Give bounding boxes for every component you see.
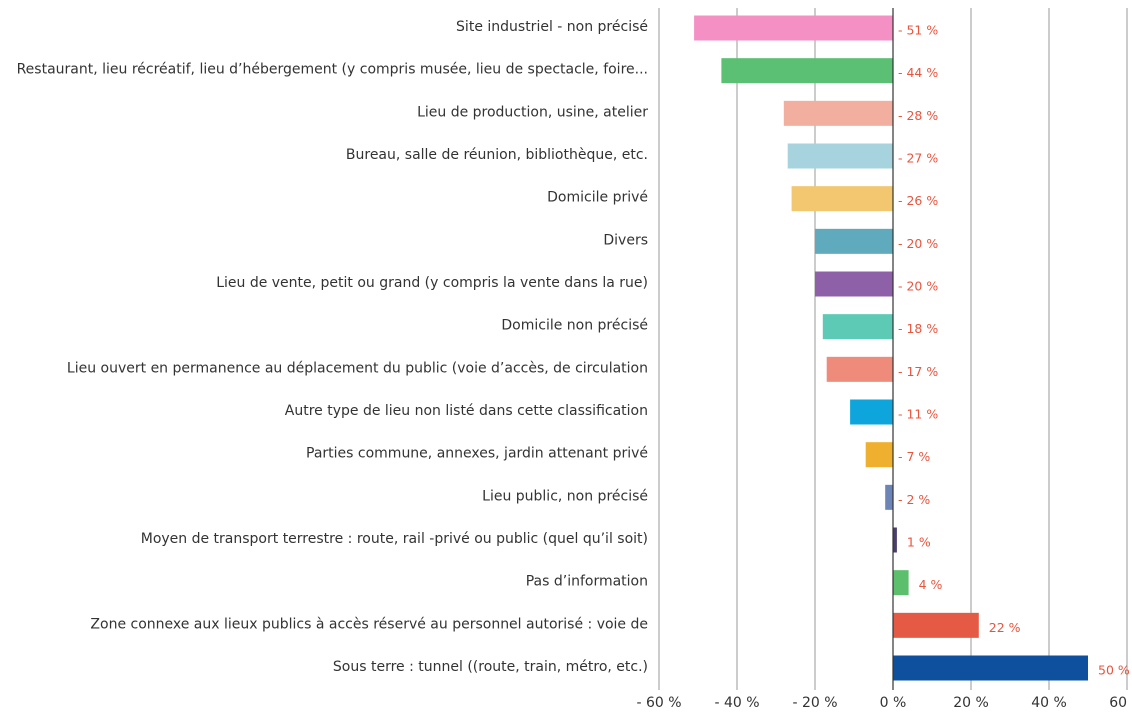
bar	[893, 655, 1088, 681]
value-label: 22 %	[989, 620, 1021, 635]
value-label: - 18 %	[898, 321, 938, 336]
bar	[893, 570, 909, 596]
bar	[694, 15, 893, 41]
category-label: Parties commune, annexes, jardin attenan…	[306, 446, 648, 462]
value-label: - 26 %	[898, 193, 938, 208]
category-label: Bureau, salle de réunion, bibliothèque, …	[346, 147, 648, 163]
category-label: Domicile privé	[547, 190, 648, 206]
category-label: Pas d’information	[526, 574, 648, 590]
x-tick-label: - 60 %	[636, 695, 681, 711]
category-label: Domicile non précisé	[501, 318, 648, 334]
bar	[850, 399, 893, 425]
value-label: - 28 %	[898, 108, 938, 123]
value-label: - 20 %	[898, 236, 938, 251]
bar	[791, 186, 893, 212]
category-label: Moyen de transport terrestre : route, ra…	[141, 531, 648, 547]
bar	[783, 100, 893, 126]
category-label: Divers	[603, 232, 648, 248]
value-label: 4 %	[919, 577, 943, 592]
x-tick-label: - 20 %	[792, 695, 837, 711]
value-label: 50 %	[1098, 663, 1130, 678]
x-tick-label: 40 %	[1031, 695, 1067, 711]
bar	[787, 143, 893, 169]
category-label: Restaurant, lieu récréatif, lieu d’héber…	[17, 62, 648, 78]
value-label: - 44 %	[898, 65, 938, 80]
value-label: 1 %	[907, 535, 931, 550]
bar	[822, 314, 893, 340]
category-label: Site industriel - non précisé	[456, 19, 648, 35]
bar	[815, 271, 893, 297]
value-label: - 11 %	[898, 407, 938, 422]
x-tick-label: 60 %	[1109, 695, 1132, 711]
bar	[815, 228, 893, 254]
category-label: Lieu de vente, petit ou grand (y compris…	[216, 275, 648, 291]
category-label: Lieu ouvert en permanence au déplacement…	[67, 360, 648, 376]
value-label: - 17 %	[898, 364, 938, 379]
bar	[893, 612, 979, 638]
value-label: - 20 %	[898, 279, 938, 294]
category-label: Zone connexe aux lieux publics à accès r…	[90, 616, 648, 632]
value-label: - 7 %	[898, 449, 930, 464]
bar	[885, 484, 893, 510]
value-label: - 2 %	[898, 492, 930, 507]
category-label: Lieu public, non précisé	[482, 488, 648, 504]
x-tick-label: 0 %	[880, 695, 907, 711]
category-label: Lieu de production, usine, atelier	[417, 104, 648, 120]
bar	[893, 527, 897, 553]
value-label: - 27 %	[898, 151, 938, 166]
category-label: Sous terre : tunnel ((route, train, métr…	[333, 659, 648, 675]
bar	[865, 442, 893, 468]
bar	[721, 58, 893, 84]
category-label: Autre type de lieu non listé dans cette …	[285, 403, 648, 419]
bar	[826, 356, 893, 382]
x-tick-label: - 40 %	[714, 695, 759, 711]
x-tick-label: 20 %	[953, 695, 989, 711]
value-label: - 51 %	[898, 23, 938, 38]
